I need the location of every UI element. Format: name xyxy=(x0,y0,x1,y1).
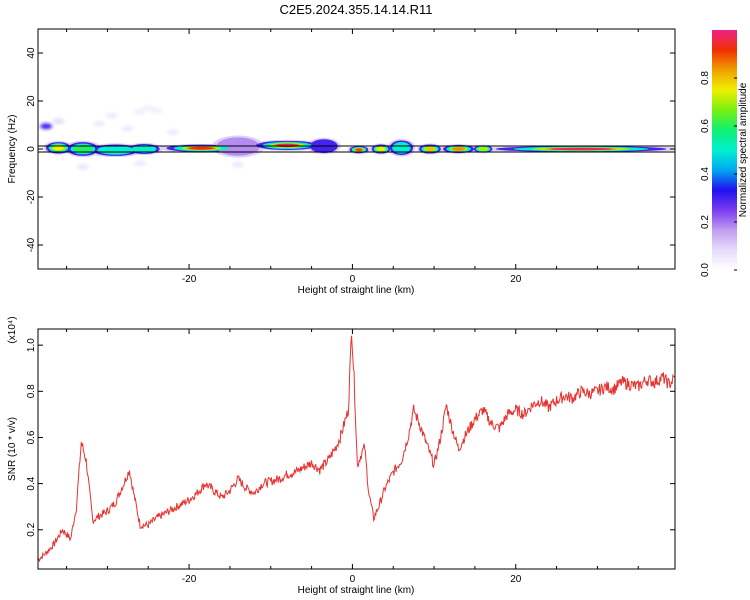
x-tick-label: 0 xyxy=(350,274,356,285)
spectrogram-blob xyxy=(425,147,435,151)
colorbar-tick-label: 0.2 xyxy=(700,215,711,229)
spectrogram-blob xyxy=(355,148,363,152)
y-tick-label: 0.6 xyxy=(26,430,37,444)
spectrogram-scatter-patch xyxy=(166,129,179,136)
y-tick-label: 40 xyxy=(26,47,37,59)
colorbar-tick-label: 0.8 xyxy=(700,71,711,85)
spectrogram-scatter-patch xyxy=(134,108,147,115)
spectrogram-scatter-patch xyxy=(93,120,106,127)
y-tick-label: 20 xyxy=(26,95,37,107)
spectrogram-x-axis-label: Height of straight line (km) xyxy=(298,285,415,296)
spectrogram-scatter-patch xyxy=(40,123,53,130)
spectrogram-scatter-patch xyxy=(105,112,118,119)
spectrogram-blob xyxy=(188,146,215,150)
colorbar-axes: 0.0 0.2 0.4 0.6 0.8 xyxy=(700,71,737,277)
x-tick-label: -20 xyxy=(182,574,197,585)
y-tick-label: 0.4 xyxy=(26,476,37,490)
spectrogram-axes: -20 0 20 -40 -20 0 20 40 xyxy=(26,29,675,285)
colorbar: 0.0 0.2 0.4 0.6 0.8 Normalized spectral ampl… xyxy=(700,30,749,277)
y-tick-label: 0 xyxy=(26,146,37,152)
snr-series-line xyxy=(38,335,675,563)
x-tick-label: -20 xyxy=(182,274,197,285)
snr-axes: -20 0 20 0.2 0.4 0.6 0.8 1.0 xyxy=(26,329,675,585)
spectrogram-blob xyxy=(549,147,613,151)
spectrogram-blob xyxy=(275,143,299,148)
y-tick-label: -40 xyxy=(26,237,37,252)
x-tick-label: 20 xyxy=(510,574,522,585)
spectrogram-scatter-patch xyxy=(76,164,89,170)
colorbar-tick-label: 0.4 xyxy=(700,167,711,181)
snr-marks xyxy=(38,335,675,563)
snr-frame xyxy=(37,328,676,570)
colorbar-tick-label: 0.0 xyxy=(700,263,711,277)
spectrogram-blob xyxy=(97,145,134,155)
y-tick-label: 1.0 xyxy=(26,338,37,352)
spectrogram-panel: -20 0 20 -40 -20 0 20 40 Height of straight lin… xyxy=(7,28,676,296)
snr-x-axis-label: Height of straight line (km) xyxy=(298,585,415,596)
snr-y-multiplier: (x10⁴) xyxy=(7,316,18,343)
spectrogram-blob xyxy=(452,147,466,151)
y-tick-label: 0.2 xyxy=(26,522,37,536)
spectrogram-scatter-patch xyxy=(232,161,245,168)
spectrogram-scatter-patch xyxy=(150,107,163,114)
x-tick-label: 0 xyxy=(350,574,356,585)
spectrogram-scatter-patch xyxy=(121,125,134,132)
y-tick-label: -20 xyxy=(26,189,37,204)
colorbar-tick-label: 0.6 xyxy=(700,119,711,133)
spectrogram-marks xyxy=(38,105,675,170)
spectrogram-blob xyxy=(131,145,157,153)
spectrogram-blob xyxy=(216,137,260,156)
colorbar-label: Normalized spectral amplitude xyxy=(738,82,749,217)
spectrogram-blob xyxy=(392,142,411,154)
spectrogram-scatter-patch xyxy=(134,160,147,167)
spectrogram-scatter-patch xyxy=(52,118,65,125)
y-tick-label: 0.8 xyxy=(26,384,37,398)
colorbar-ramp xyxy=(712,30,737,270)
spectrogram-blob xyxy=(377,147,385,151)
snr-y-axis-label: SNR (10 * v/v) xyxy=(7,417,18,481)
x-tick-label: 20 xyxy=(510,274,522,285)
spectrogram-blob xyxy=(477,146,489,152)
figure-title: C2E5.2024.355.14.14.R11 xyxy=(280,2,433,17)
spectrogram-blob xyxy=(73,145,92,153)
spectrogram-energy-blobs xyxy=(43,135,675,158)
snr-panel: -20 0 20 0.2 0.4 0.6 0.8 1.0 Height of straight… xyxy=(7,316,676,596)
spectrogram-y-axis-label: Frequency (Hz) xyxy=(7,115,18,184)
spectrogram-blob xyxy=(53,145,64,151)
